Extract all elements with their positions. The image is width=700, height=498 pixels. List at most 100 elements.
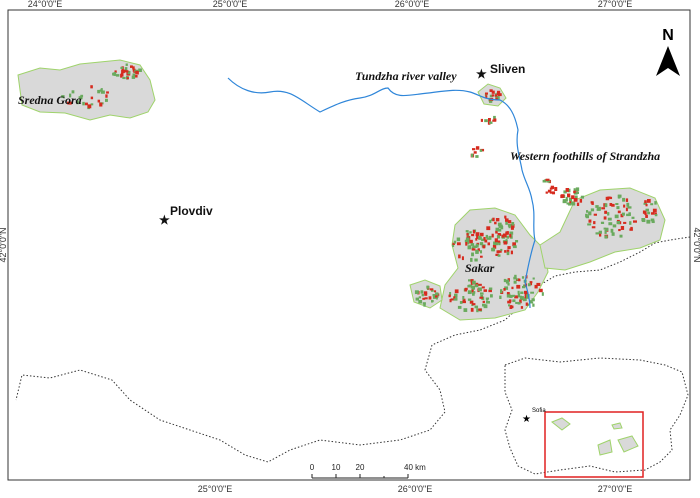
land-patch <box>467 298 472 301</box>
land-patch <box>633 220 637 223</box>
land-patch <box>604 230 607 234</box>
land-patch <box>478 287 482 292</box>
land-patch <box>482 303 486 307</box>
land-patch <box>603 216 607 220</box>
land-patch <box>472 303 476 306</box>
land-patch <box>511 224 515 228</box>
land-patch <box>621 212 625 216</box>
land-patch <box>475 284 479 288</box>
land-patch <box>486 226 491 231</box>
land-patch <box>616 206 620 210</box>
land-patch <box>498 242 501 246</box>
land-patch <box>500 289 503 294</box>
land-patch <box>531 298 535 302</box>
land-patch <box>520 291 524 294</box>
land-patch <box>565 196 568 200</box>
land-patch <box>507 223 512 227</box>
land-patch <box>503 241 508 245</box>
land-patch <box>510 226 514 230</box>
land-patch <box>609 196 613 200</box>
land-patch <box>654 212 657 216</box>
land-patch <box>488 287 493 290</box>
land-patch <box>457 305 462 309</box>
land-patch <box>496 235 501 239</box>
land-patch <box>113 72 117 76</box>
land-patch <box>541 292 544 296</box>
state-border <box>15 236 691 463</box>
land-patch <box>506 293 511 298</box>
land-patch <box>132 73 136 76</box>
land-patch <box>475 243 479 248</box>
land-patch <box>471 234 475 237</box>
land-patch <box>131 75 136 79</box>
land-patch <box>538 288 543 293</box>
land-patch <box>532 277 535 280</box>
land-patch <box>641 218 646 222</box>
region-label: Sakar <box>465 261 495 275</box>
land-patch <box>645 204 648 207</box>
land-patch <box>112 72 115 76</box>
land-patch <box>530 291 535 294</box>
land-patch <box>462 298 466 302</box>
land-patch <box>415 297 419 301</box>
land-patch <box>573 198 578 202</box>
land-patch <box>476 308 479 313</box>
land-patch <box>454 289 459 294</box>
land-patch <box>571 195 575 200</box>
land-patch <box>568 197 573 202</box>
region-label: Tundzha river valley <box>355 69 457 83</box>
land-patch <box>527 283 531 287</box>
land-patch <box>496 96 500 100</box>
land-patch <box>455 296 458 300</box>
land-patch <box>580 195 585 199</box>
land-patch <box>453 240 457 244</box>
land-patch <box>607 217 612 221</box>
land-patch <box>490 294 493 298</box>
land-patch <box>529 300 532 303</box>
land-patch <box>479 149 483 152</box>
land-patch <box>564 199 568 202</box>
land-patch <box>524 295 528 299</box>
land-patch <box>512 245 517 249</box>
land-patch <box>497 90 501 95</box>
land-patch <box>475 250 479 254</box>
land-patch <box>617 210 621 214</box>
land-patch <box>489 89 493 92</box>
land-patch <box>480 292 484 295</box>
land-patch <box>99 102 103 107</box>
land-patch <box>485 95 488 99</box>
land-patch <box>619 234 623 238</box>
land-patch <box>509 294 513 298</box>
land-patch <box>472 148 476 151</box>
land-patch <box>465 237 470 242</box>
land-patch <box>130 65 133 68</box>
land-patch <box>501 236 506 239</box>
land-patch <box>418 296 422 299</box>
land-patch <box>567 193 571 198</box>
land-patch <box>588 211 592 216</box>
land-patch <box>650 218 655 222</box>
land-patch <box>126 77 129 80</box>
land-patch <box>477 248 480 252</box>
land-patch <box>607 212 610 216</box>
land-patch <box>625 198 629 202</box>
land-patch <box>105 94 108 98</box>
land-patch <box>525 302 528 306</box>
land-patch <box>457 242 461 246</box>
land-patch <box>493 241 496 246</box>
land-patch <box>609 203 613 207</box>
land-patch <box>499 295 502 299</box>
land-patch <box>588 219 592 223</box>
land-patch <box>629 228 633 231</box>
land-patch <box>493 118 497 122</box>
land-patch <box>507 300 511 304</box>
land-patch <box>511 286 514 290</box>
land-patch <box>627 206 632 209</box>
land-patch <box>84 102 88 106</box>
land-patch <box>115 74 120 77</box>
land-patch <box>424 293 428 296</box>
land-patch <box>631 216 635 219</box>
land-patch <box>482 300 485 303</box>
land-patch <box>497 254 501 257</box>
land-patch <box>530 281 533 286</box>
